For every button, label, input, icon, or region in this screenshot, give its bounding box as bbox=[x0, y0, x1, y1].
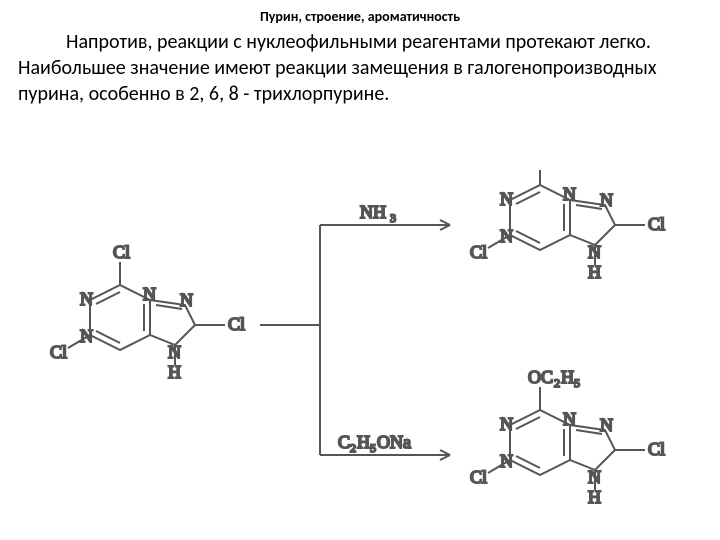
product-top: NH 2 N N N Cl N N H Cl bbox=[470, 170, 665, 282]
svg-text:N: N bbox=[563, 184, 576, 204]
svg-text:N: N bbox=[563, 409, 576, 429]
svg-text:OC: OC bbox=[528, 367, 553, 387]
svg-text:5: 5 bbox=[370, 441, 376, 455]
svg-text:H: H bbox=[357, 432, 370, 452]
svg-text:2: 2 bbox=[350, 441, 356, 455]
reaction-diagram: Cl N N N Cl N N H Cl NH 3 C 2 H 5 ONa bbox=[20, 170, 700, 530]
svg-text:H: H bbox=[168, 362, 181, 382]
svg-text:N: N bbox=[588, 467, 601, 487]
svg-text:N: N bbox=[600, 190, 613, 210]
svg-text:N: N bbox=[80, 289, 93, 309]
svg-text:N: N bbox=[500, 189, 513, 209]
svg-text:Cl: Cl bbox=[648, 439, 665, 459]
svg-text:N: N bbox=[180, 290, 193, 310]
svg-text:Cl: Cl bbox=[470, 242, 487, 262]
product-bottom: OC 2 H 5 N N N Cl N N H Cl bbox=[470, 367, 665, 507]
svg-text:5: 5 bbox=[574, 376, 580, 390]
svg-text:N: N bbox=[500, 451, 513, 471]
svg-text:3: 3 bbox=[390, 211, 396, 225]
body-paragraph: Напротив, реакции с нуклеофильными реаге… bbox=[0, 25, 720, 107]
svg-text:N: N bbox=[500, 226, 513, 246]
slide-title: Пурин, строение, ароматичность bbox=[0, 0, 720, 25]
reagent-etona: C bbox=[338, 432, 350, 452]
svg-text:ONa: ONa bbox=[377, 432, 411, 452]
svg-text:Cl: Cl bbox=[113, 242, 130, 262]
svg-text:N: N bbox=[168, 342, 181, 362]
svg-text:H: H bbox=[588, 262, 601, 282]
svg-text:Cl: Cl bbox=[648, 214, 665, 234]
svg-text:Cl: Cl bbox=[470, 467, 487, 487]
svg-text:Cl: Cl bbox=[50, 342, 67, 362]
svg-text:N: N bbox=[600, 415, 613, 435]
svg-text:N: N bbox=[588, 242, 601, 262]
reagent-nh3: NH bbox=[360, 202, 386, 222]
svg-text:Cl: Cl bbox=[228, 314, 245, 334]
reactant-structure: Cl N N N Cl N N H Cl bbox=[50, 242, 245, 382]
svg-text:H: H bbox=[561, 367, 574, 387]
svg-text:N: N bbox=[80, 326, 93, 346]
svg-text:2: 2 bbox=[554, 376, 560, 390]
svg-text:N: N bbox=[500, 414, 513, 434]
paragraph-text: Напротив, реакции с нуклеофильными реаге… bbox=[18, 29, 702, 107]
svg-text:N: N bbox=[143, 284, 156, 304]
svg-text:H: H bbox=[588, 487, 601, 507]
